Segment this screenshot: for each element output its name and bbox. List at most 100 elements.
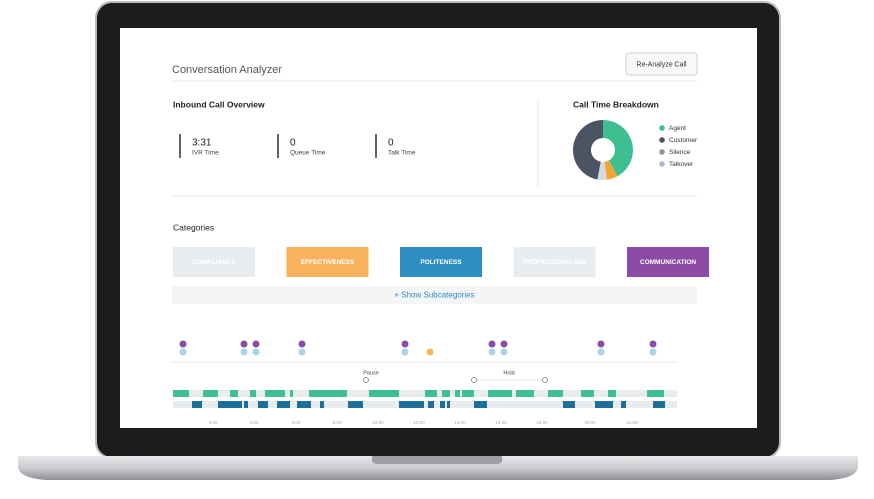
event-dot (500, 348, 508, 356)
marker-label: Pause (363, 370, 379, 376)
stat-value: 0 (388, 138, 394, 149)
event-dot (649, 348, 657, 356)
section-title: Categories (173, 222, 214, 232)
marker-label: Hold (503, 370, 514, 376)
customer-track (173, 401, 677, 408)
event-dot (401, 340, 409, 348)
agent-segment (488, 390, 512, 397)
agent-segment (265, 390, 285, 397)
customer-segment (653, 401, 665, 408)
agent-segment (173, 390, 189, 397)
section-title: Inbound Call Overview (173, 99, 265, 109)
event-dot (500, 340, 508, 348)
base-notch (372, 456, 502, 464)
event-dot (401, 348, 409, 356)
customer-segment (440, 401, 445, 408)
customer-segment (348, 401, 363, 408)
event-dot (179, 340, 187, 348)
pie-segment (597, 161, 607, 181)
section-title: Call Time Breakdown (573, 99, 659, 109)
category-button[interactable] (627, 247, 709, 277)
event-dot (426, 348, 434, 356)
agent-segment (647, 390, 664, 397)
agent-segment (425, 390, 437, 397)
category-button-label[interactable]: PROFESSIONALISM (523, 259, 586, 266)
customer-segment (474, 401, 487, 408)
customer-segment (218, 401, 242, 408)
time-label: 18:00 (536, 420, 548, 425)
legend-swatch (659, 125, 665, 131)
customer-segment (192, 401, 202, 408)
stat-label: IVR Time (192, 150, 219, 157)
customer-segment (320, 401, 324, 408)
laptop-base (18, 456, 858, 480)
time-label: 2:00 (209, 420, 218, 425)
customer-segment (563, 401, 575, 408)
legend-label: Agent (669, 125, 686, 132)
subcategories-toggle-label[interactable]: + Show Subcategories (394, 291, 474, 300)
category-button[interactable] (513, 247, 596, 277)
agent-segment (230, 390, 238, 397)
category-button-label[interactable]: EFFECTIVENESS (301, 259, 355, 266)
event-dot (240, 348, 248, 356)
legend-swatch (659, 161, 665, 167)
marker (363, 377, 369, 383)
customer-segment (621, 401, 626, 408)
time-label: 16:00 (495, 420, 507, 425)
time-label: 4:00 (250, 420, 259, 425)
agent-segment (462, 390, 474, 397)
subcategories-toggle[interactable] (172, 286, 697, 304)
category-button[interactable] (400, 247, 482, 277)
legend-label: Silence (669, 149, 691, 156)
event-dot (597, 348, 605, 356)
agent-segment (309, 390, 347, 397)
reanalyze-button[interactable] (625, 52, 698, 76)
agent-segment (203, 390, 218, 397)
event-dot (252, 348, 260, 356)
time-label: 12:00 (413, 420, 425, 425)
agent-segment (369, 390, 399, 397)
time-label: 14:00 (454, 420, 466, 425)
time-label: 10:00 (372, 420, 384, 425)
event-dot (252, 340, 260, 348)
agent-segment (516, 390, 534, 397)
event-dot (240, 340, 248, 348)
event-dot (488, 348, 496, 356)
stat-value: 0 (290, 138, 296, 149)
category-button-label[interactable]: POLITENESS (420, 259, 462, 266)
agent-segment (581, 390, 594, 397)
time-label: 6:00 (292, 420, 301, 425)
agent-segment (548, 390, 563, 397)
stat-label: Queue Time (290, 150, 326, 157)
time-label: 22:00 (626, 420, 638, 425)
pie-segment (573, 120, 603, 180)
legend-swatch (659, 137, 665, 143)
agent-segment (290, 390, 293, 397)
time-label: 8:00 (333, 420, 342, 425)
customer-segment (277, 401, 290, 408)
event-dot (179, 348, 187, 356)
agent-segment (608, 390, 616, 397)
marker (471, 377, 477, 383)
customer-segment (258, 401, 268, 408)
stat-label: Talk Time (388, 150, 416, 157)
pie-segment (603, 119, 634, 177)
customer-segment (297, 401, 311, 408)
agent-segment (250, 390, 256, 397)
event-dot (298, 340, 306, 348)
category-button-label[interactable]: COMMUNICATION (640, 259, 697, 266)
customer-segment (244, 401, 248, 408)
legend-label: Customer (669, 137, 698, 144)
category-button[interactable] (286, 247, 369, 277)
legend-swatch (659, 149, 665, 155)
stat-value: 3:31 (192, 138, 212, 149)
category-button-label[interactable]: COMPLIANCE (192, 259, 236, 266)
reanalyze-button-label[interactable]: Re-Analyze Call (636, 61, 687, 68)
event-dot (488, 340, 496, 348)
category-button[interactable] (173, 247, 255, 277)
event-dot (649, 340, 657, 348)
customer-segment (595, 401, 613, 408)
time-label: 20:00 (584, 420, 596, 425)
event-dot (597, 340, 605, 348)
